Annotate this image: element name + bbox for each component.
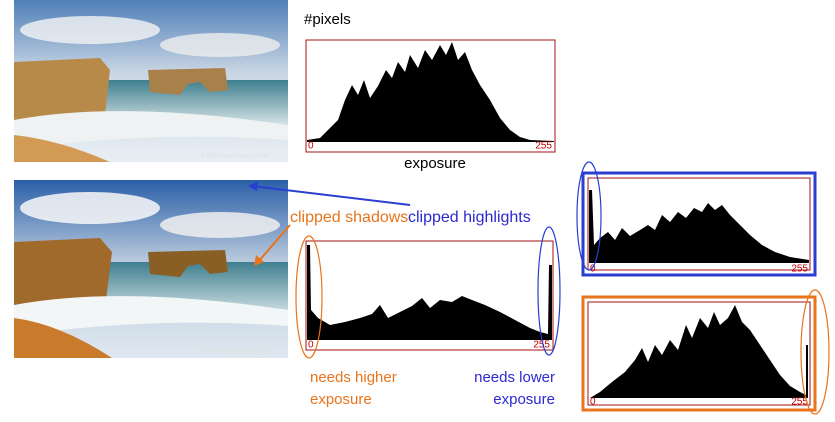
annotation: exposure	[310, 391, 372, 408]
histogram	[589, 190, 809, 263]
tick-label: 0	[308, 340, 314, 351]
histogram	[590, 305, 808, 398]
photo-contrast: © 2004 Vincent Brobaet, 123di	[14, 180, 288, 358]
histogram	[307, 245, 552, 340]
tick-label: 0	[308, 141, 314, 152]
slide: © 2004 Vincent Brobaet, 123di © 2004 Vin…	[0, 0, 835, 417]
photo-credit: © 2004 Vincent Brobaet, 123di	[201, 152, 269, 159]
annotation: clipped shadows	[290, 209, 408, 226]
tick-label: 255	[535, 141, 552, 152]
tick-label: 0	[590, 397, 596, 408]
axis-label: #pixels	[304, 11, 351, 28]
tick-label: 255	[791, 264, 808, 275]
histogram	[307, 42, 554, 142]
photo-normal: © 2004 Vincent Brobaet, 123di	[14, 0, 288, 162]
photo-credit: © 2004 Vincent Brobaet, 123di	[201, 347, 269, 354]
annotation: exposure	[493, 391, 555, 408]
x-label: exposure	[404, 155, 466, 172]
annotation: clipped highlights	[408, 209, 531, 226]
annotation: needs lower	[474, 369, 555, 386]
annotation: needs higher	[310, 369, 397, 386]
